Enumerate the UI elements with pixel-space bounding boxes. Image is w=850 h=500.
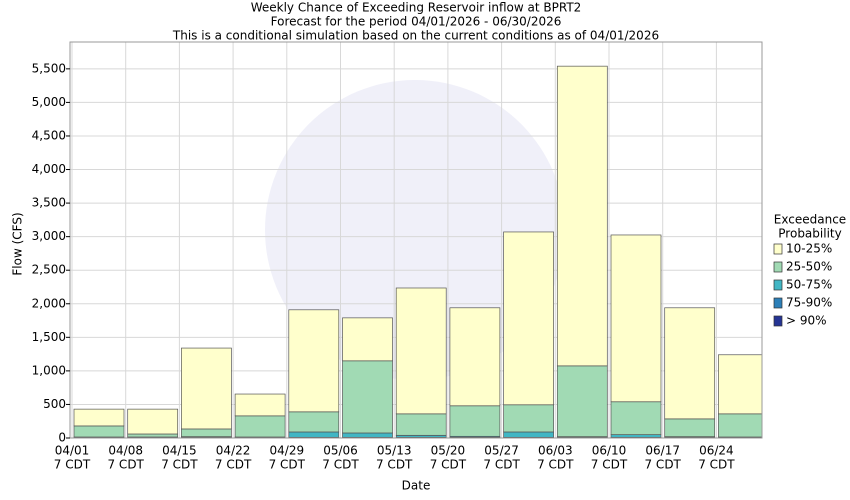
y-tick-label: 500 bbox=[43, 397, 66, 411]
bar-segment bbox=[503, 431, 554, 438]
plot-frame bbox=[69, 41, 763, 439]
x-tick-label: 06/10 bbox=[592, 444, 627, 458]
bar-segment bbox=[718, 354, 762, 415]
bar-segment bbox=[449, 307, 501, 407]
legend-label: 10-25% bbox=[786, 242, 832, 256]
bar-segment bbox=[503, 231, 554, 406]
bar-segment bbox=[610, 401, 662, 435]
legend-swatch bbox=[773, 297, 783, 309]
bar-segment bbox=[288, 431, 340, 438]
y-tick-label: 0 bbox=[58, 431, 66, 445]
x-tick-label: 7 CDT bbox=[107, 458, 144, 472]
y-tick-label: 5,500 bbox=[32, 61, 66, 75]
bar-segment bbox=[127, 433, 179, 438]
y-tick-label: 2,000 bbox=[32, 296, 66, 310]
bar-segment bbox=[342, 432, 393, 438]
bar-segment bbox=[181, 347, 232, 430]
x-tick-label: 7 CDT bbox=[698, 458, 735, 472]
x-tick-label: 05/06 bbox=[323, 444, 358, 458]
bar-segment bbox=[503, 404, 554, 433]
bar-segment bbox=[610, 234, 662, 403]
x-tick-label: 7 CDT bbox=[430, 458, 467, 472]
x-tick-label: 06/17 bbox=[645, 444, 680, 458]
bar-segment bbox=[556, 365, 608, 438]
x-tick-label: 05/13 bbox=[377, 444, 412, 458]
bar-segment bbox=[73, 408, 125, 427]
x-tick-label: 7 CDT bbox=[591, 458, 628, 472]
legend-title: Exceedance bbox=[774, 213, 846, 227]
y-tick-label: 3,500 bbox=[32, 196, 66, 210]
y-tick-label: 1,000 bbox=[32, 363, 66, 377]
legend-label: > 90% bbox=[786, 314, 827, 328]
bar-segment bbox=[73, 425, 125, 438]
x-tick-label: 05/27 bbox=[484, 444, 519, 458]
bar-segment bbox=[718, 413, 762, 438]
x-tick-label: 7 CDT bbox=[644, 458, 681, 472]
legend-title: Probability bbox=[778, 227, 841, 241]
y-tick-label: 2,500 bbox=[32, 263, 66, 277]
x-tick-label: 06/03 bbox=[538, 444, 573, 458]
legend-label: 75-90% bbox=[786, 296, 832, 310]
x-tick-label: 05/20 bbox=[431, 444, 466, 458]
bar-segment bbox=[234, 393, 286, 417]
x-axis-label: Date bbox=[402, 479, 431, 493]
bar-segment bbox=[181, 428, 232, 438]
bar-segment bbox=[449, 405, 501, 437]
x-tick-label: 7 CDT bbox=[376, 458, 413, 472]
y-tick-label: 4,000 bbox=[32, 162, 66, 176]
x-tick-label: 04/22 bbox=[216, 444, 251, 458]
bar-segment bbox=[664, 418, 716, 438]
legend-label: 50-75% bbox=[786, 278, 832, 292]
bar-segment bbox=[288, 411, 340, 433]
x-tick-label: 06/24 bbox=[699, 444, 734, 458]
legend-swatch bbox=[773, 243, 783, 255]
legend-swatch bbox=[773, 315, 783, 327]
x-tick-label: 7 CDT bbox=[322, 458, 359, 472]
y-axis-label: Flow (CFS) bbox=[11, 212, 25, 275]
x-tick-label: 7 CDT bbox=[215, 458, 252, 472]
x-tick-label: 7 CDT bbox=[483, 458, 520, 472]
bar-segment bbox=[395, 287, 447, 415]
bar-segment bbox=[395, 413, 447, 436]
legend-label: 25-50% bbox=[786, 260, 832, 274]
chart-subtitle: Forecast for the period 04/01/2026 - 06/… bbox=[271, 15, 562, 29]
x-tick-label: 04/01 bbox=[55, 444, 90, 458]
bar-segment bbox=[556, 65, 608, 367]
bar-segment bbox=[610, 434, 662, 438]
x-tick-label: 7 CDT bbox=[269, 458, 306, 472]
bar-segment bbox=[342, 360, 393, 434]
x-tick-label: 04/08 bbox=[108, 444, 143, 458]
legend-swatch bbox=[773, 261, 783, 273]
y-tick-label: 1,500 bbox=[32, 330, 66, 344]
x-tick-label: 04/29 bbox=[270, 444, 305, 458]
x-tick-label: 7 CDT bbox=[54, 458, 91, 472]
bar-segment bbox=[234, 415, 286, 438]
chart-title: Weekly Chance of Exceeding Reservoir inf… bbox=[251, 1, 582, 15]
y-tick-label: 5,000 bbox=[32, 95, 66, 109]
bar-segment bbox=[664, 307, 716, 420]
bar-segment bbox=[288, 309, 340, 413]
chart-subtitle: This is a conditional simulation based o… bbox=[172, 29, 659, 43]
x-tick-label: 04/15 bbox=[162, 444, 197, 458]
bar-segment bbox=[127, 408, 179, 435]
y-tick-label: 3,000 bbox=[32, 229, 66, 243]
legend-swatch bbox=[773, 279, 783, 291]
x-tick-label: 7 CDT bbox=[161, 458, 198, 472]
bar-segment bbox=[342, 317, 393, 362]
y-tick-label: 4,500 bbox=[32, 128, 66, 142]
x-tick-label: 7 CDT bbox=[537, 458, 574, 472]
